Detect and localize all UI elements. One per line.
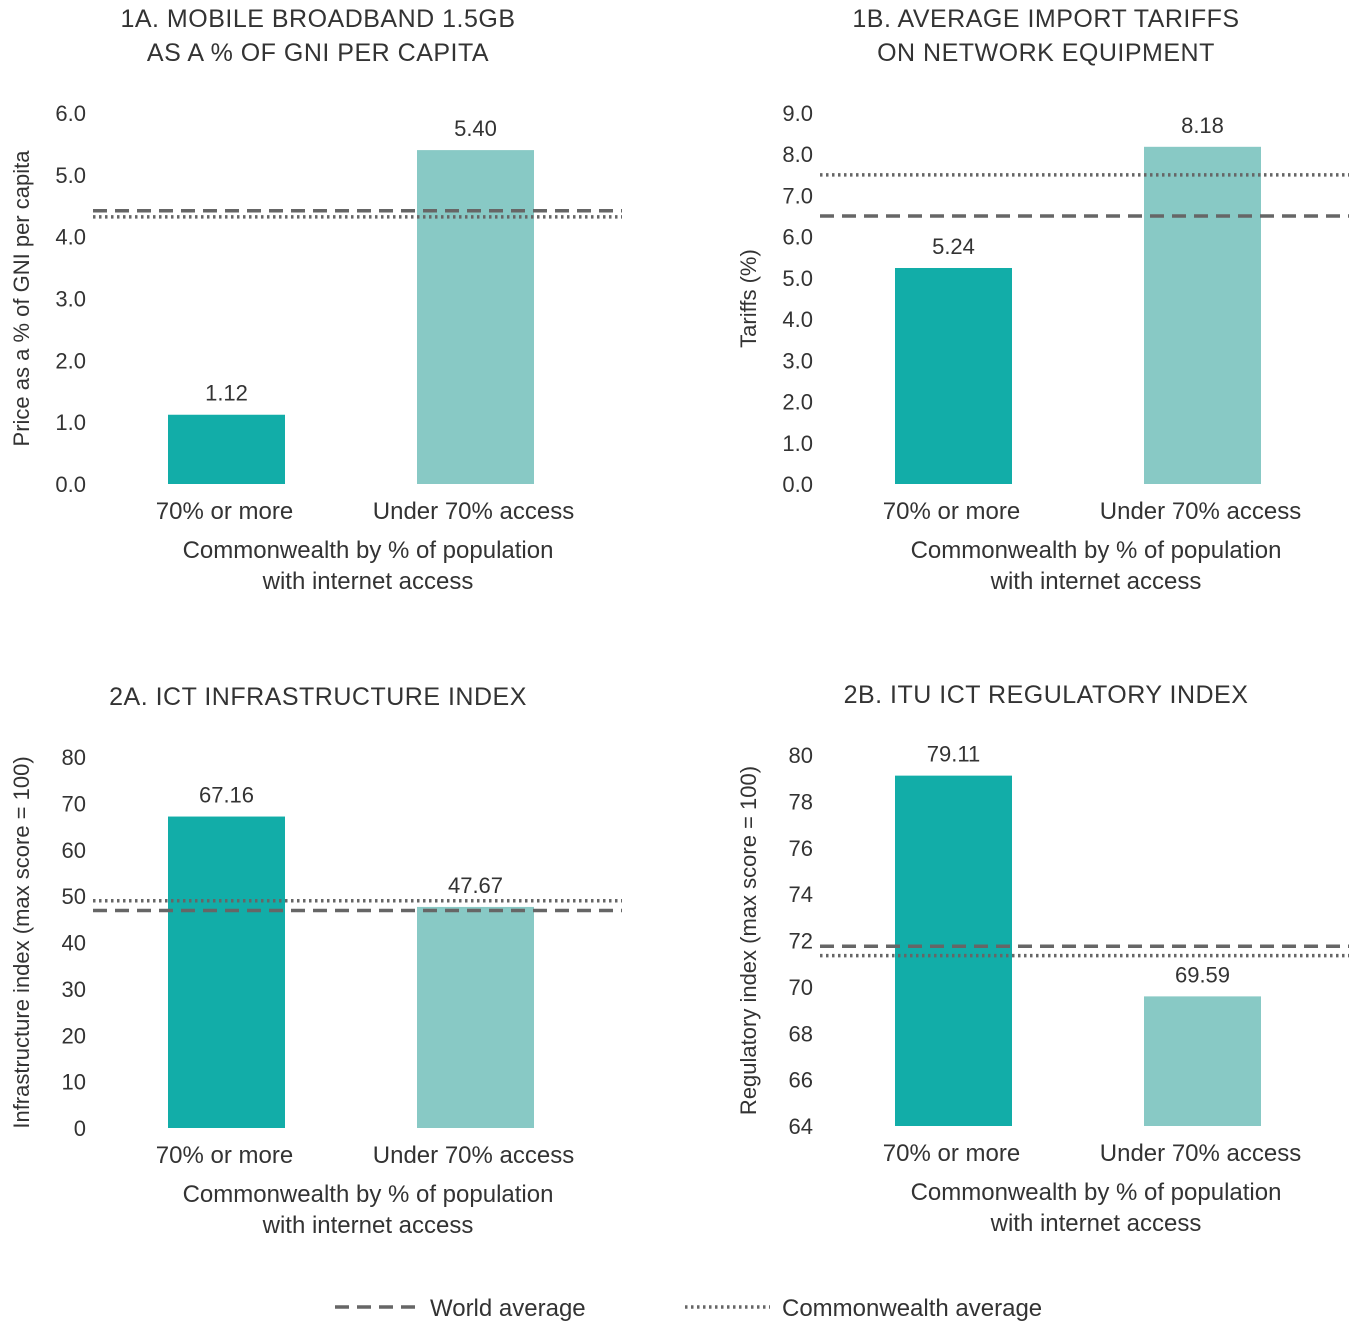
- chart-2a-category-label: Under 70% access: [373, 1142, 574, 1169]
- legend-world-average-label: World average: [430, 1295, 586, 1322]
- chart-2a-title-line: 2A. ICT INFRASTRUCTURE INDEX: [109, 683, 527, 711]
- chart-1b-data-label: 5.24: [932, 234, 975, 259]
- chart-1b-category-label: 70% or more: [883, 498, 1020, 525]
- chart-2a-y-tick-label: 20: [62, 1023, 86, 1048]
- chart-1b-y-tick-label: 4.0: [782, 307, 813, 332]
- chart-1b-y-tick-label: 6.0: [782, 225, 813, 250]
- chart-2a-bar-high-access: [168, 816, 285, 1128]
- chart-2a-data-label: 67.16: [199, 783, 254, 808]
- chart-1b-x-axis-label-line: Commonwealth by % of population: [911, 537, 1282, 564]
- chart-2b-bar-low-access: [1144, 996, 1261, 1126]
- chart-2a-bar-low-access: [417, 906, 534, 1128]
- chart-2b-y-tick-label: 72: [789, 929, 813, 954]
- chart-2b-y-tick-label: 80: [789, 743, 813, 768]
- chart-1a-y-tick-label: 6.0: [55, 101, 86, 126]
- chart-1b: 1B. AVERAGE IMPORT TARIFFS ON NETWORK EQU…: [736, 5, 1349, 595]
- chart-2a-x-axis-label-line: Commonwealth by % of population: [183, 1181, 554, 1208]
- chart-2a: 2A. ICT INFRASTRUCTURE INDEX 0 10 20 30 40 50 6…: [9, 683, 622, 1239]
- chart-1b-title-line: 1B. AVERAGE IMPORT TARIFFS: [852, 5, 1239, 33]
- chart-2a-category-label: 70% or more: [156, 1142, 293, 1169]
- chart-2a-y-axis-label: Infrastructure index (max score = 100): [9, 756, 34, 1128]
- chart-2b-y-tick-label: 64: [789, 1114, 813, 1139]
- chart-2a-y-tick-label: 30: [62, 977, 86, 1002]
- chart-2b-y-tick-label: 68: [789, 1021, 813, 1046]
- chart-1a-y-tick-label: 3.0: [55, 287, 86, 312]
- chart-2b-bar-high-access: [895, 775, 1012, 1126]
- chart-2b-y-tick-label: 70: [789, 975, 813, 1000]
- chart-1b-bar-low-access: [1144, 146, 1261, 484]
- chart-1a-title-line: AS A % OF GNI PER CAPITA: [147, 39, 489, 67]
- chart-1a-x-axis-label-line: with internet access: [262, 568, 474, 595]
- chart-1a-y-tick-label: 5.0: [55, 163, 86, 188]
- chart-2b: 2B. ITU ICT REGULATORY INDEX 64 66 68 70 72 74…: [736, 681, 1349, 1237]
- chart-2a-y-tick-label: 0: [74, 1116, 86, 1141]
- chart-1a-category-label: 70% or more: [156, 498, 293, 525]
- chart-2a-y-tick-label: 10: [62, 1070, 86, 1095]
- chart-2b-data-label: 69.59: [1175, 962, 1230, 987]
- chart-1b-y-tick-label: 8.0: [782, 142, 813, 167]
- chart-1b-y-tick-label: 1.0: [782, 431, 813, 456]
- chart-1b-title-line: ON NETWORK EQUIPMENT: [877, 39, 1215, 67]
- chart-2b-y-tick-label: 74: [789, 882, 813, 907]
- chart-2a-data-label: 47.67: [448, 873, 503, 898]
- chart-2b-y-tick-label: 66: [789, 1068, 813, 1093]
- chart-2b-y-axis-label: Regulatory index (max score = 100): [736, 766, 761, 1115]
- chart-1b-y-tick-label: 2.0: [782, 390, 813, 415]
- chart-1b-category-label: Under 70% access: [1100, 498, 1301, 525]
- chart-1a-category-label: Under 70% access: [373, 498, 574, 525]
- legend: World average Commonwealth average: [335, 1295, 1042, 1322]
- chart-2a-y-tick-label: 60: [62, 838, 86, 863]
- chart-1b-y-tick-label: 3.0: [782, 348, 813, 373]
- chart-1a-bar-low-access: [417, 150, 534, 484]
- chart-1b-y-tick-label: 0.0: [782, 472, 813, 497]
- chart-2b-data-label: 79.11: [927, 742, 980, 767]
- chart-1b-data-label: 8.18: [1181, 113, 1224, 138]
- chart-1a-x-axis-label-line: Commonwealth by % of population: [183, 537, 554, 564]
- chart-2b-x-axis-label-line: with internet access: [990, 1210, 1202, 1237]
- chart-2a-x-axis-label-line: with internet access: [262, 1212, 474, 1239]
- chart-1b-y-axis-label: Tariffs (%): [736, 249, 761, 348]
- chart-1a-y-tick-label: 2.0: [55, 348, 86, 373]
- chart-1a-y-tick-label: 1.0: [55, 410, 86, 435]
- chart-1a: 1A. MOBILE BROADBAND 1.5GB AS A % OF GNI …: [9, 5, 622, 595]
- chart-1a-data-label: 5.40: [454, 116, 497, 141]
- chart-2b-category-label: Under 70% access: [1100, 1140, 1301, 1167]
- chart-2b-y-tick-label: 76: [789, 836, 813, 861]
- legend-commonwealth-average-label: Commonwealth average: [782, 1295, 1042, 1322]
- chart-2b-title-line: 2B. ITU ICT REGULATORY INDEX: [844, 681, 1249, 709]
- chart-1a-y-tick-label: 0.0: [55, 472, 86, 497]
- chart-2a-y-tick-label: 80: [62, 745, 86, 770]
- chart-1a-y-axis-label: Price as a % of GNI per capita: [9, 150, 34, 447]
- chart-1b-y-tick-label: 5.0: [782, 266, 813, 291]
- chart-1a-bar-high-access: [168, 414, 285, 484]
- chart-2b-y-tick-label: 78: [789, 789, 813, 814]
- chart-2a-y-tick-label: 40: [62, 931, 86, 956]
- chart-2a-y-tick-label: 70: [62, 791, 86, 816]
- chart-1b-y-tick-label: 9.0: [782, 101, 813, 126]
- chart-1a-title-line: 1A. MOBILE BROADBAND 1.5GB: [120, 5, 515, 33]
- chart-1b-y-tick-label: 7.0: [782, 183, 813, 208]
- chart-1b-bar-high-access: [895, 267, 1012, 484]
- chart-2a-y-tick-label: 50: [62, 884, 86, 909]
- chart-2b-x-axis-label-line: Commonwealth by % of population: [911, 1179, 1282, 1206]
- chart-1a-data-label: 1.12: [205, 381, 248, 406]
- chart-2b-category-label: 70% or more: [883, 1140, 1020, 1167]
- chart-panels: 1A. MOBILE BROADBAND 1.5GB AS A % OF GNI …: [9, 5, 1349, 1239]
- chart-1a-y-tick-label: 4.0: [55, 225, 86, 250]
- chart-1b-x-axis-label-line: with internet access: [990, 568, 1202, 595]
